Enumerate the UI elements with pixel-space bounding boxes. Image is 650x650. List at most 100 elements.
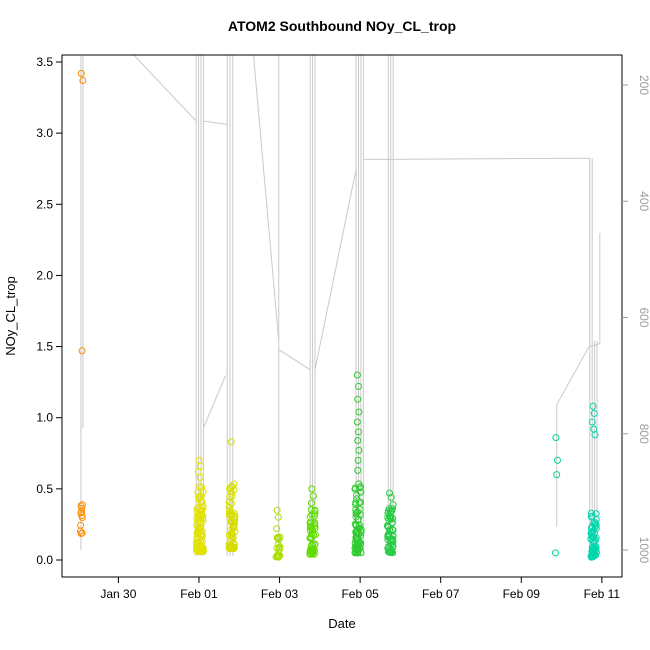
scatter-points-layer (76, 69, 601, 561)
data-point (352, 499, 360, 507)
data-point (226, 545, 234, 553)
data-point (77, 502, 85, 510)
data-point (386, 526, 394, 534)
pressure-trace-line (133, 55, 197, 122)
x-axis-label: Date (328, 616, 355, 631)
data-point (306, 527, 314, 534)
pressure-trace-line (588, 233, 601, 348)
data-point (386, 489, 393, 497)
pressure-trace-layer (80, 55, 601, 556)
x-tick-label: Feb 09 (503, 587, 541, 601)
data-point (196, 474, 204, 481)
data-point (352, 510, 360, 518)
data-point (275, 536, 283, 544)
plot-box (61, 54, 623, 578)
data-point (355, 522, 363, 529)
data-point (274, 540, 282, 548)
data-point (592, 543, 600, 551)
data-point (552, 434, 560, 442)
data-point (587, 513, 595, 521)
y-tick-label: 0.0 (36, 553, 53, 567)
data-point (554, 456, 561, 464)
x-tick-label: Feb 01 (180, 587, 218, 601)
axes-layer: 0.0 0.5 1.0 1.5 2.0 2.5 3.0 3.5 200 400 600 800 1000… (36, 54, 650, 601)
x-tick-label: Feb 05 (341, 587, 379, 601)
data-point (589, 402, 597, 410)
x-tick-label: Feb 03 (261, 587, 299, 601)
data-point (351, 484, 359, 492)
data-point (199, 502, 207, 510)
data-point (591, 551, 598, 559)
data-point (193, 521, 201, 529)
data-point (308, 485, 316, 493)
data-point (79, 501, 86, 509)
data-point (193, 509, 201, 516)
data-point (229, 523, 237, 531)
data-point (230, 486, 238, 494)
data-point (308, 511, 316, 519)
y-tick-label: 1.5 (36, 340, 53, 354)
data-point (197, 462, 205, 470)
data-point (76, 527, 84, 535)
data-point (307, 499, 315, 507)
data-point (355, 446, 363, 454)
data-point (352, 534, 360, 542)
data-point (275, 544, 283, 552)
data-point (194, 488, 202, 496)
data-point (356, 511, 364, 519)
data-point (309, 550, 316, 558)
data-point (389, 501, 397, 509)
y-tick-label: 2.5 (36, 197, 53, 211)
data-point (78, 512, 86, 520)
data-point (553, 471, 561, 479)
x-tick-label: Jan 30 (100, 587, 136, 601)
data-point (589, 533, 597, 541)
data-point (193, 530, 201, 538)
y-tick-label: 3.5 (36, 55, 53, 69)
data-point (311, 520, 319, 528)
y-axis-label: NOy_CL_trop (3, 276, 18, 355)
data-point (199, 488, 207, 496)
data-point (591, 431, 599, 439)
data-point (590, 409, 598, 417)
x-tick-label: Feb 07 (422, 587, 460, 601)
data-point (231, 527, 239, 535)
data-point (230, 509, 238, 517)
data-point (353, 495, 361, 503)
y2-tick-label: 400 (637, 191, 650, 211)
data-point (354, 437, 362, 444)
data-point (355, 428, 362, 436)
pressure-trace-line (364, 157, 590, 160)
data-point (353, 534, 361, 541)
pressure-trace-line (203, 120, 228, 126)
data-point (354, 466, 362, 474)
data-point (353, 371, 361, 379)
data-point (79, 77, 87, 84)
data-point (196, 547, 204, 555)
data-point (357, 483, 364, 491)
data-point (591, 520, 598, 528)
data-point (354, 456, 362, 464)
data-point (385, 505, 393, 513)
data-point (351, 520, 359, 528)
data-point (389, 532, 397, 540)
data-point (228, 543, 236, 551)
data-point (355, 408, 363, 416)
data-point (591, 519, 599, 527)
data-point (388, 536, 396, 544)
x-tick-label: Feb 11 (584, 587, 621, 601)
y2-tick-label: 200 (637, 75, 650, 95)
pressure-trace-line (314, 169, 357, 370)
data-point (387, 547, 395, 555)
data-point (225, 503, 233, 511)
data-point (196, 482, 204, 490)
y-tick-label: 1.0 (36, 411, 53, 425)
data-point (353, 418, 361, 426)
data-point (77, 69, 85, 77)
data-point (588, 418, 596, 426)
data-point (354, 546, 362, 554)
data-point (587, 509, 595, 517)
data-point (306, 519, 314, 527)
